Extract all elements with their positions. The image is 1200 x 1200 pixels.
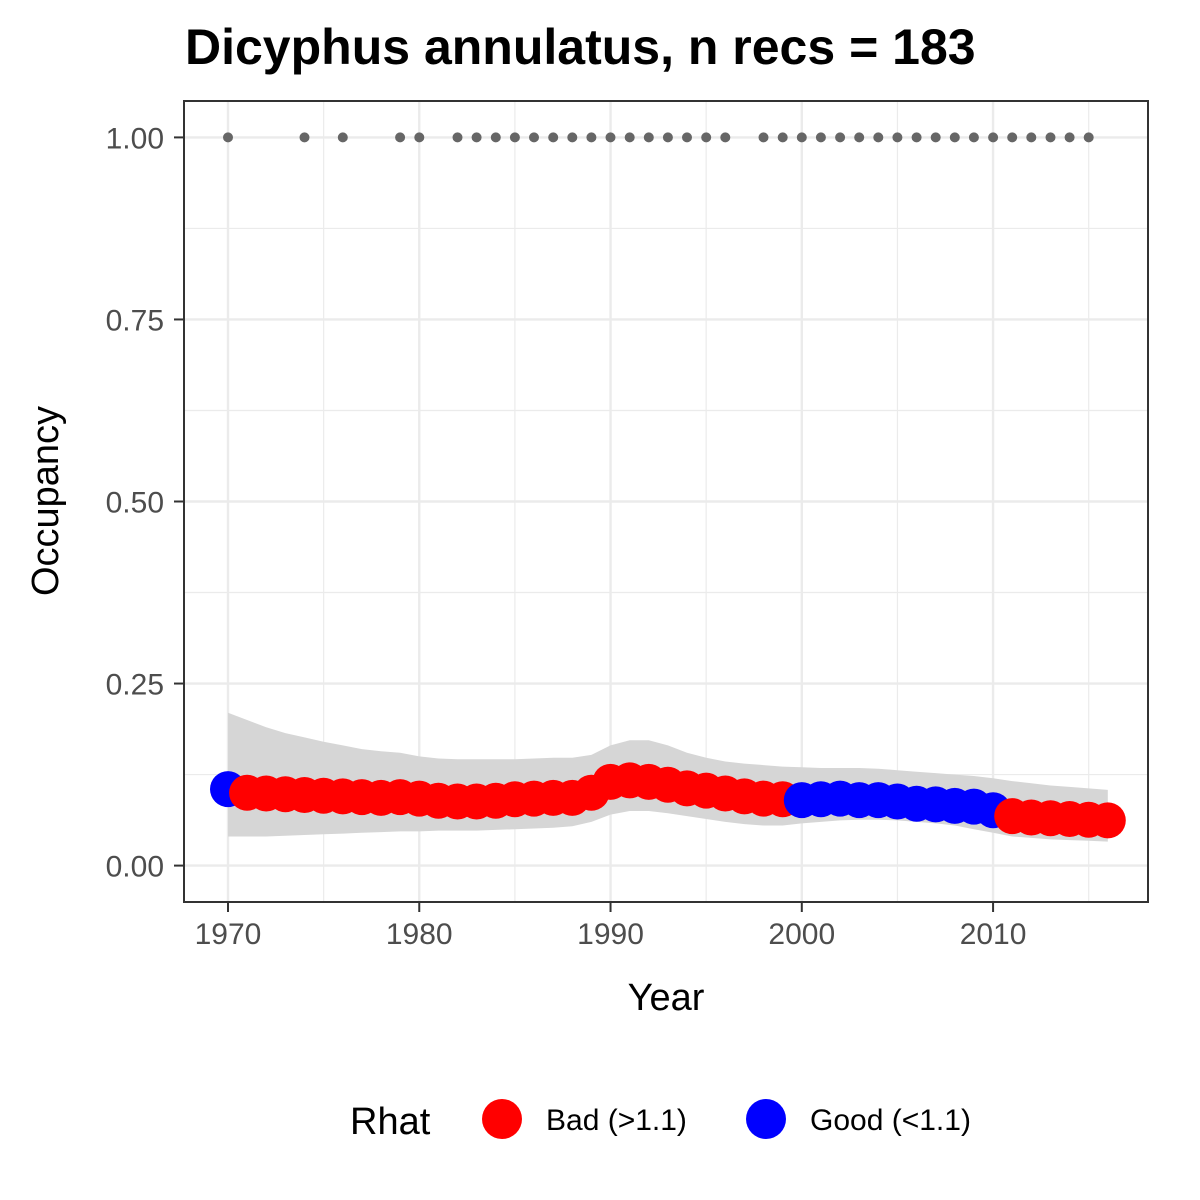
- legend: Rhat Bad (>1.1) Good (<1.1): [350, 1099, 971, 1143]
- legend-title: Rhat: [350, 1101, 431, 1143]
- y-axis-title: Occupancy: [25, 406, 67, 596]
- record-point: [758, 132, 769, 143]
- occupancy-points: [210, 762, 1126, 839]
- record-point: [605, 132, 616, 143]
- record-point: [873, 132, 884, 143]
- record-point: [1026, 132, 1037, 143]
- x-tick-label: 2010: [960, 918, 1027, 951]
- y-tick-label: 0.50: [106, 487, 164, 520]
- record-point: [414, 132, 425, 143]
- record-point: [643, 132, 654, 143]
- record-point: [930, 132, 941, 143]
- record-point: [223, 132, 233, 143]
- record-point: [777, 132, 788, 143]
- y-tick-label: 0.75: [106, 304, 164, 337]
- record-point: [586, 132, 597, 143]
- record-point: [662, 132, 673, 143]
- record-point: [682, 132, 692, 143]
- legend-key-good: [746, 1099, 786, 1139]
- x-tick-label: 1970: [195, 918, 262, 951]
- x-tick-label: 1980: [386, 918, 453, 951]
- record-point: [701, 132, 712, 143]
- record-point: [452, 132, 463, 143]
- record-point: [1064, 132, 1075, 143]
- record-point: [911, 132, 922, 143]
- record-point: [490, 132, 501, 143]
- record-point: [395, 132, 406, 143]
- legend-key-bad: [482, 1099, 522, 1139]
- record-point: [529, 132, 539, 143]
- legend-label-bad: Bad (>1.1): [546, 1104, 687, 1137]
- record-point: [988, 132, 999, 143]
- record-point: [509, 132, 520, 143]
- record-point: [854, 132, 865, 143]
- x-tick-label: 2000: [768, 918, 835, 951]
- record-point: [337, 132, 348, 143]
- record-point: [1045, 132, 1056, 143]
- record-point: [968, 132, 979, 143]
- record-point: [720, 132, 731, 143]
- y-tick-label: 1.00: [106, 122, 164, 155]
- occupancy-point: [1089, 802, 1126, 839]
- x-axis-title: Year: [628, 977, 705, 1019]
- legend-label-good: Good (<1.1): [810, 1104, 971, 1137]
- record-point: [835, 132, 846, 143]
- record-point: [471, 132, 482, 143]
- record-point: [299, 132, 310, 143]
- x-tick-label: 1990: [577, 918, 644, 951]
- record-points: [223, 132, 1094, 143]
- record-point: [624, 132, 635, 143]
- record-point: [796, 132, 807, 143]
- record-point: [949, 132, 960, 143]
- y-tick-label: 0.00: [106, 851, 164, 884]
- chart-title: Dicyphus annulatus, n recs = 183: [185, 19, 976, 75]
- record-point: [548, 132, 559, 143]
- record-point: [1007, 132, 1018, 143]
- record-point: [815, 132, 826, 143]
- record-point: [1083, 132, 1094, 143]
- y-tick-label: 0.25: [106, 669, 164, 702]
- axes: 1970 1980 1990 2000 2010 0.00 0.25 0.50 0.75 1.00: [106, 122, 1027, 951]
- record-point: [892, 132, 903, 143]
- record-point: [567, 132, 578, 143]
